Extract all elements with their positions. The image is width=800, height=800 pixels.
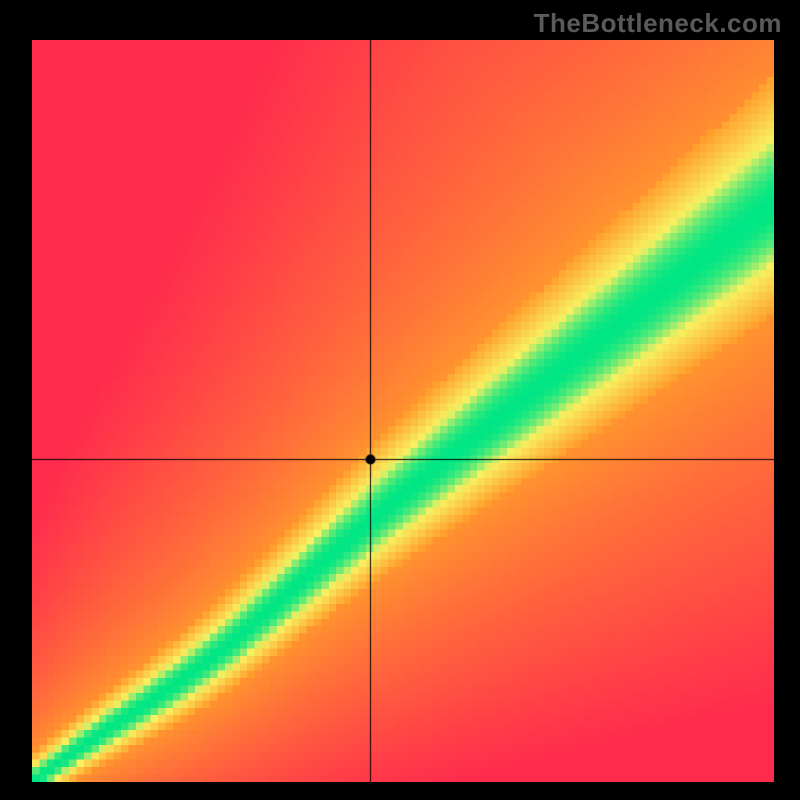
crosshair-overlay	[32, 40, 774, 782]
watermark-text: TheBottleneck.com	[534, 8, 782, 39]
chart-container: { "watermark": { "text": "TheBottleneck.…	[0, 0, 800, 800]
